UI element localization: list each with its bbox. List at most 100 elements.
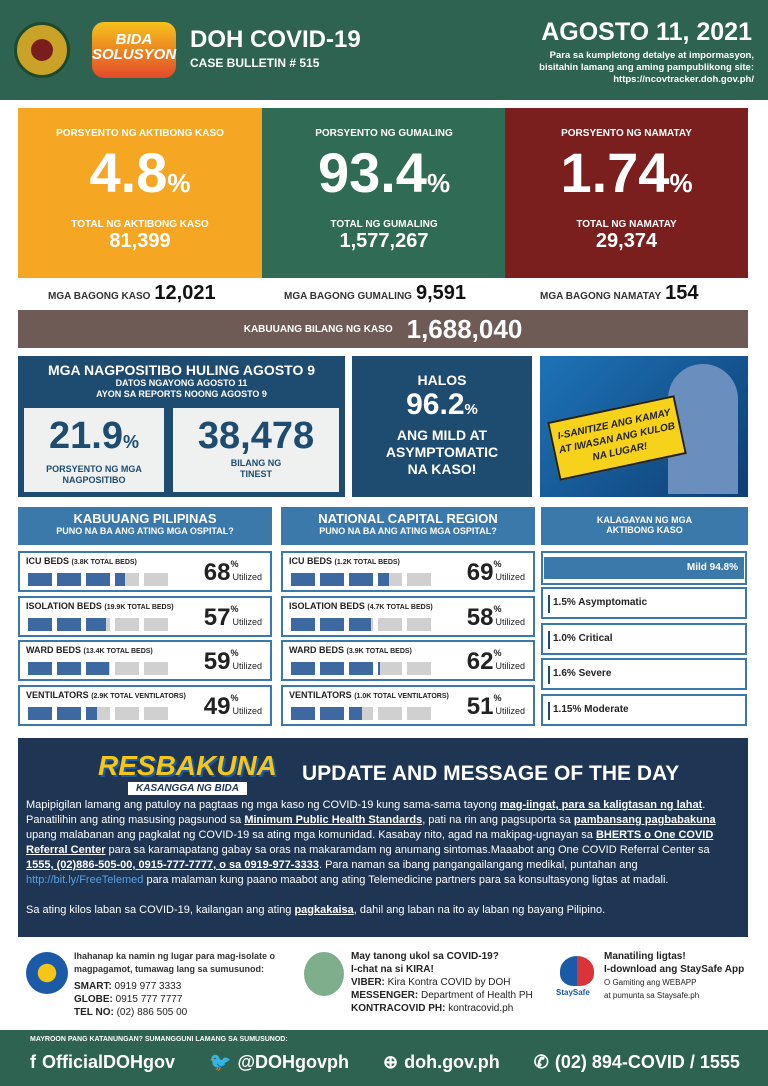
percent-sign: % xyxy=(493,648,502,658)
percent-sign: % xyxy=(493,603,502,614)
utilization-percent: 69%Utilized xyxy=(466,559,525,586)
hospital-row: ISOLATION BEDS (4.7K TOTAL BEDS) 58%Utili… xyxy=(281,595,535,637)
halos-text: ANG MILD AT xyxy=(396,427,488,443)
stat-total-label: TOTAL NG AKTIBONG KASO xyxy=(71,219,209,230)
utilized-label: Utilized xyxy=(495,572,525,582)
stat-percent: 1.74% xyxy=(505,143,748,213)
footer-link[interactable]: ⊕ doh.gov.ph xyxy=(383,1052,500,1073)
chat-channel-value[interactable]: Department of Health PH xyxy=(418,990,533,1001)
isolation-contacts: Ihahanap ka namin ng lugar para mag-isol… xyxy=(74,950,294,1019)
bed-fill xyxy=(378,662,381,675)
resource-capacity: (3.8K TOTAL BEDS) xyxy=(71,559,137,566)
ventilator-icon xyxy=(378,706,402,720)
utilized-label: Utilized xyxy=(232,616,262,627)
hotline-value[interactable]: (02) 886 505 00 xyxy=(113,1007,188,1018)
new-count: MGA BAGONG KASO 12,021 xyxy=(48,282,216,305)
bed-fill xyxy=(291,573,315,586)
bed-icon xyxy=(349,662,373,675)
status-header: KALAGAYAN NG MGA AKTIBONG KASO xyxy=(541,507,748,545)
status-row: 1.0% Critical xyxy=(541,622,747,655)
utilization-percent: 59%Utilized xyxy=(203,648,262,675)
resource-name: WARD BEDS xyxy=(289,645,345,655)
bed-fill xyxy=(86,573,110,586)
ventilator-icon xyxy=(57,706,81,720)
resource-label: VENTILATORS (1.0K TOTAL VENTILATORS) xyxy=(289,690,449,700)
percent-sign: % xyxy=(230,692,239,703)
message-text: Sa ating kilos laban sa COVID-19, kailan… xyxy=(26,904,295,916)
ventilator-icon xyxy=(115,706,139,720)
telemed-link[interactable]: http://bit.ly/FreeTelemed xyxy=(26,874,144,886)
percent-sign: % xyxy=(230,648,239,658)
new-value: 12,021 xyxy=(154,282,216,304)
bed-fill xyxy=(115,573,125,586)
chat-channel-value[interactable]: kontracovid.ph xyxy=(445,1003,514,1014)
ventilator-icon xyxy=(349,706,373,720)
bed-fill xyxy=(57,573,81,586)
panel-title: KABUUANG PILIPINAS xyxy=(73,511,217,526)
bed-fill xyxy=(320,617,344,631)
isolation-text: Ihahanap ka namin ng lugar para mag-isol… xyxy=(74,951,276,974)
bed-icon xyxy=(144,662,168,675)
resource-name: ICU BEDS xyxy=(289,556,333,566)
stat-percent: 4.8% xyxy=(18,143,262,213)
staysafe-link[interactable]: at pumunta sa Staysafe.ph xyxy=(604,991,700,1000)
hotline-value[interactable]: 0915 777 7777 xyxy=(112,994,183,1005)
chat-channel: MESSENGER: Department of Health PH xyxy=(351,989,551,1002)
message-highlight: 1555, (02)886-505-00, 0915-777-7777, o s… xyxy=(26,859,319,871)
percent-sign: % xyxy=(669,168,693,198)
bed-icon xyxy=(144,573,168,586)
staysafe-logo-text: StaySafe xyxy=(556,988,590,997)
bed-icon xyxy=(407,617,431,631)
message-highlight: Minimum Public Health Standards xyxy=(244,814,423,826)
hospital-row: WARD BEDS (3.9K TOTAL BEDS) 62%Utilized xyxy=(281,640,535,681)
resource-name: VENTILATORS xyxy=(26,689,89,700)
chat-channel-value[interactable]: Kira Kontra COVID by DOH xyxy=(384,977,511,988)
hotline: GLOBE: 0915 777 7777 xyxy=(74,993,294,1006)
hotline-value[interactable]: 0919 977 3333 xyxy=(111,981,182,992)
total-label: KABUUANG BILANG NG KASO xyxy=(243,323,393,335)
utilization-icons xyxy=(291,573,431,586)
hospital-row: ICU BEDS (3.8K TOTAL BEDS) 68%Utilized xyxy=(18,551,272,592)
tracker-link[interactable]: https://ncovtracker.doh.gov.ph/ xyxy=(613,74,754,85)
footer-link[interactable]: ✆ (02) 894-COVID / 1555 xyxy=(534,1052,740,1073)
stat-percent: 93.4% xyxy=(262,143,506,213)
halos-value: 96.2 xyxy=(406,388,465,421)
bed-icon xyxy=(291,662,315,675)
message-highlight: BHERTS o One COVID Referral Center xyxy=(26,829,714,856)
footer-link[interactable]: 🐦 @DOHgovph xyxy=(209,1052,349,1073)
bulletin-number: CASE BULLETIN # 515 xyxy=(190,56,320,70)
total-cases-bar: KABUUANG BILANG NG KASO 1,688,040 xyxy=(18,310,748,348)
bed-icon xyxy=(115,617,139,631)
halos-text: ASYMPTOMATIC xyxy=(385,444,499,460)
bed-icon xyxy=(349,617,373,631)
ventilator-icon xyxy=(320,706,344,720)
resource-label: ICU BEDS (1.2K TOTAL BEDS) xyxy=(289,556,400,566)
message-text: , dahil ang laban na ito ay laban ng bay… xyxy=(353,904,606,916)
bed-fill xyxy=(291,662,315,675)
kira-avatar xyxy=(304,952,344,996)
hospital-row: WARD BEDS (13.4K TOTAL BEDS) 59%Utilized xyxy=(18,640,272,681)
bed-icon xyxy=(378,662,402,675)
resbakuna-logo: RESBAKUNA xyxy=(98,750,277,781)
resbakuna-tagline: KASANGGA NG BIDA xyxy=(128,782,247,795)
twitter-icon: 🐦 xyxy=(209,1052,232,1072)
footer: MAYROON PANG KATANUNGAN? SUMANGGUNI LAMA… xyxy=(0,1030,768,1086)
stat-total: 29,374 xyxy=(595,230,658,252)
ventilator-icon xyxy=(144,706,168,720)
stat-box: PORSYENTO NG AKTIBONG KASO 4.8% TOTAL NG A… xyxy=(18,108,262,278)
ventilator-icon xyxy=(28,706,52,720)
sanitize-poster-image: I-SANITIZE ANG KAMAY AT IWASAN ANG KULOB… xyxy=(540,356,748,497)
utilized-label: Utilized xyxy=(232,705,262,716)
bida-solusyon-logo: BIDA SOLUSYON xyxy=(92,22,176,78)
facebook-icon: f xyxy=(30,1052,36,1072)
globe-icon: ⊕ xyxy=(382,1052,399,1072)
resource-name: VENTILATORS xyxy=(289,689,352,700)
message-body: Mapipigilan lamang ang patuloy na pagtaa… xyxy=(26,798,740,918)
utilization-percent: 58%Utilized xyxy=(466,603,525,631)
note-line: bisitahin lamang ang aming pampublikong … xyxy=(539,62,754,73)
chat-channel: VIBER: Kira Kontra COVID by DOH xyxy=(351,976,551,989)
status-title: KALAGAYAN NG MGA xyxy=(596,515,693,525)
footer-link[interactable]: f OfficialDOHgov xyxy=(30,1052,175,1073)
utilization-icons xyxy=(28,706,168,720)
bed-icon xyxy=(115,573,139,586)
